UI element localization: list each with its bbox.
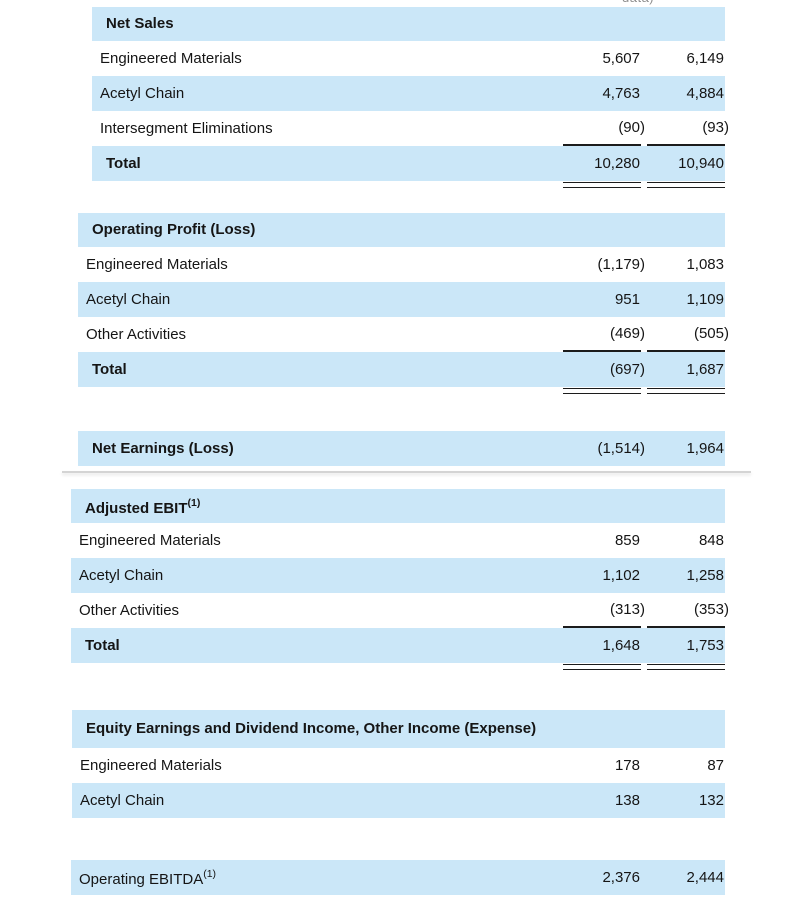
section-header-row: Operating Profit (Loss) xyxy=(78,213,725,247)
section-operating-profit-loss: Operating Profit (Loss) Engineered Mater… xyxy=(78,213,729,394)
value-cell-col2: 87 xyxy=(707,757,724,774)
value-cell-col1: 1,648 xyxy=(602,637,640,654)
double-rule xyxy=(92,182,725,188)
table-row: Intersegment Eliminations (90) (93) xyxy=(92,111,729,146)
table-row: Engineered Materials 178 87 xyxy=(72,748,725,783)
value-cell-col2: (353) xyxy=(647,593,729,628)
section-net-sales: Net Sales Engineered Materials 5,607 6,1… xyxy=(92,7,729,188)
row-label: Intersegment Eliminations xyxy=(100,119,273,137)
page-divider xyxy=(62,471,751,473)
section-adjusted-ebit: Adjusted EBIT(1) Engineered Materials 85… xyxy=(71,489,729,670)
section-header-row: Adjusted EBIT(1) xyxy=(71,489,725,523)
table-row: Other Activities (469) (505) xyxy=(78,317,729,352)
value-cell-col1: 10,280 xyxy=(594,155,640,172)
table-row: Acetyl Chain 951 1,109 xyxy=(78,282,725,317)
value-cell-col2: 132 xyxy=(698,792,724,809)
value-cell-col1: (1,514) xyxy=(597,440,645,457)
section-header: Equity Earnings and Dividend Income, Oth… xyxy=(86,720,537,737)
clipped-header-text: data) xyxy=(622,0,654,5)
summary-row: Operating EBITDA(1) 2,376 2,444 xyxy=(71,860,725,895)
value-cell-col2: 4,884 xyxy=(686,85,724,102)
value-cell-col1: 951 xyxy=(614,291,640,308)
value-cell-col2: 2,444 xyxy=(686,869,724,886)
section-header: Net Sales xyxy=(106,15,174,32)
value-cell-col2: (505) xyxy=(647,317,729,352)
value-cell-col1: (313) xyxy=(563,593,645,628)
value-cell-col1: 178 xyxy=(614,757,640,774)
row-label: Total xyxy=(106,154,141,172)
value-cell-col2: 848 xyxy=(698,532,724,549)
value-cell-col2: 10,940 xyxy=(678,155,724,172)
total-row: Total (697) 1,687 xyxy=(78,352,725,387)
total-row: Total 1,648 1,753 xyxy=(71,628,725,663)
value-cell-col1: (1,179) xyxy=(597,256,645,273)
row-label: Engineered Materials xyxy=(79,531,221,549)
row-label: Engineered Materials xyxy=(80,756,222,774)
row-label: Total xyxy=(85,636,120,654)
row-label: Acetyl Chain xyxy=(100,84,185,102)
table-row: Acetyl Chain 138 132 xyxy=(72,783,725,818)
value-cell-col1: (90) xyxy=(563,111,645,146)
row-label: Total xyxy=(92,360,127,378)
table-row: Other Activities (313) (353) xyxy=(71,593,729,628)
section-header-row: Net Sales xyxy=(92,7,725,41)
table-row: Engineered Materials (1,179) 1,083 xyxy=(78,247,725,282)
row-label: Other Activities xyxy=(86,325,187,343)
total-row: Total 10,280 10,940 xyxy=(92,146,725,181)
row-label: Net Earnings (Loss) xyxy=(92,439,234,457)
value-cell-col2: 1,258 xyxy=(686,567,724,584)
value-cell-col2: 6,149 xyxy=(686,50,724,67)
value-cell-col2: 1,109 xyxy=(686,291,724,308)
table-row: Acetyl Chain 4,763 4,884 xyxy=(92,76,725,111)
section-header: Adjusted EBIT(1) xyxy=(85,496,201,517)
footnote-marker: (1) xyxy=(187,496,201,509)
value-cell-col2: 1,753 xyxy=(686,637,724,654)
section-net-earnings-loss: Net Earnings (Loss) (1,514) 1,964 xyxy=(78,431,725,466)
double-rule xyxy=(78,388,725,394)
table-row: Engineered Materials 859 848 xyxy=(71,523,725,558)
table-row: Acetyl Chain 1,102 1,258 xyxy=(71,558,725,593)
double-rule xyxy=(71,664,725,670)
row-label: Acetyl Chain xyxy=(80,791,165,809)
value-cell-col1: 5,607 xyxy=(602,50,640,67)
section-header: Operating Profit (Loss) xyxy=(92,221,256,238)
value-cell-col2: (93) xyxy=(647,111,729,146)
footnote-marker: (1) xyxy=(203,868,217,880)
value-cell-col1: (697) xyxy=(609,361,645,378)
summary-row: Net Earnings (Loss) (1,514) 1,964 xyxy=(78,431,725,466)
section-equity-earnings: Equity Earnings and Dividend Income, Oth… xyxy=(72,710,725,818)
row-label: Other Activities xyxy=(79,601,180,619)
value-cell-col1: 1,102 xyxy=(602,567,640,584)
row-label: Engineered Materials xyxy=(100,49,242,67)
row-label: Engineered Materials xyxy=(86,255,228,273)
table-row: Engineered Materials 5,607 6,149 xyxy=(92,41,725,76)
row-label: Acetyl Chain xyxy=(79,566,164,584)
value-cell-col1: 4,763 xyxy=(602,85,640,102)
value-cell-col2: 1,687 xyxy=(686,361,724,378)
value-cell-col2: 1,964 xyxy=(686,440,724,457)
value-cell-col1: 859 xyxy=(614,532,640,549)
section-operating-ebitda: Operating EBITDA(1) 2,376 2,444 xyxy=(71,860,725,895)
value-cell-col1: 138 xyxy=(614,792,640,809)
section-header-row: Equity Earnings and Dividend Income, Oth… xyxy=(72,710,725,748)
value-cell-col2: 1,083 xyxy=(686,256,724,273)
value-cell-col1: (469) xyxy=(563,317,645,352)
row-label: Acetyl Chain xyxy=(86,290,171,308)
value-cell-col1: 2,376 xyxy=(602,869,640,886)
row-label: Operating EBITDA(1) xyxy=(79,868,217,888)
